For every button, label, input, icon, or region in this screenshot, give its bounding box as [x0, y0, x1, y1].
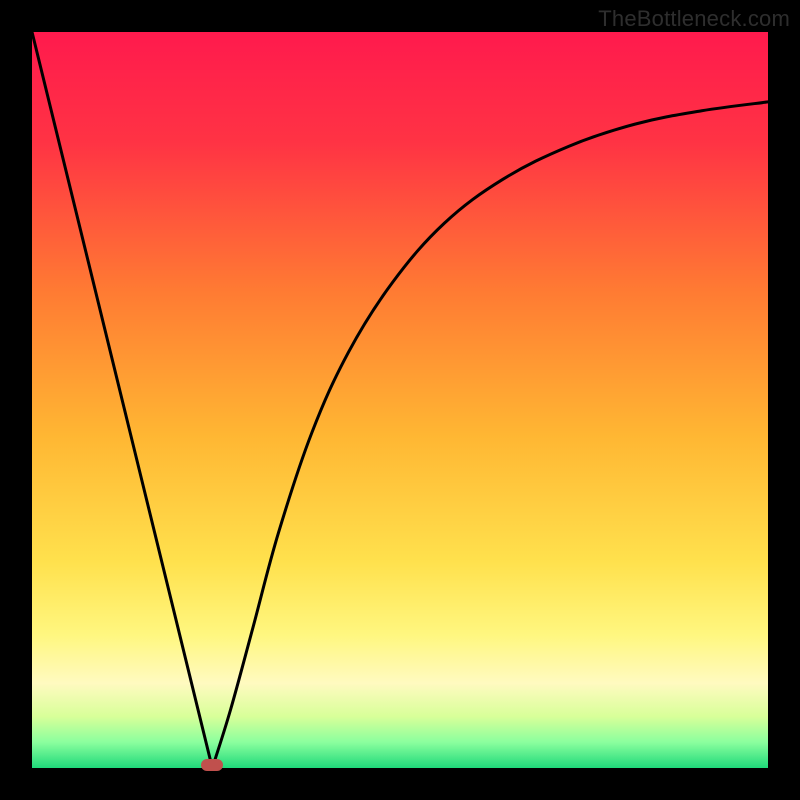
chart-container: TheBottleneck.com	[0, 0, 800, 800]
watermark-text: TheBottleneck.com	[598, 6, 790, 32]
curve-path	[32, 32, 768, 768]
minimum-marker	[201, 759, 223, 771]
curve-svg	[32, 32, 768, 768]
plot-area	[32, 32, 768, 768]
